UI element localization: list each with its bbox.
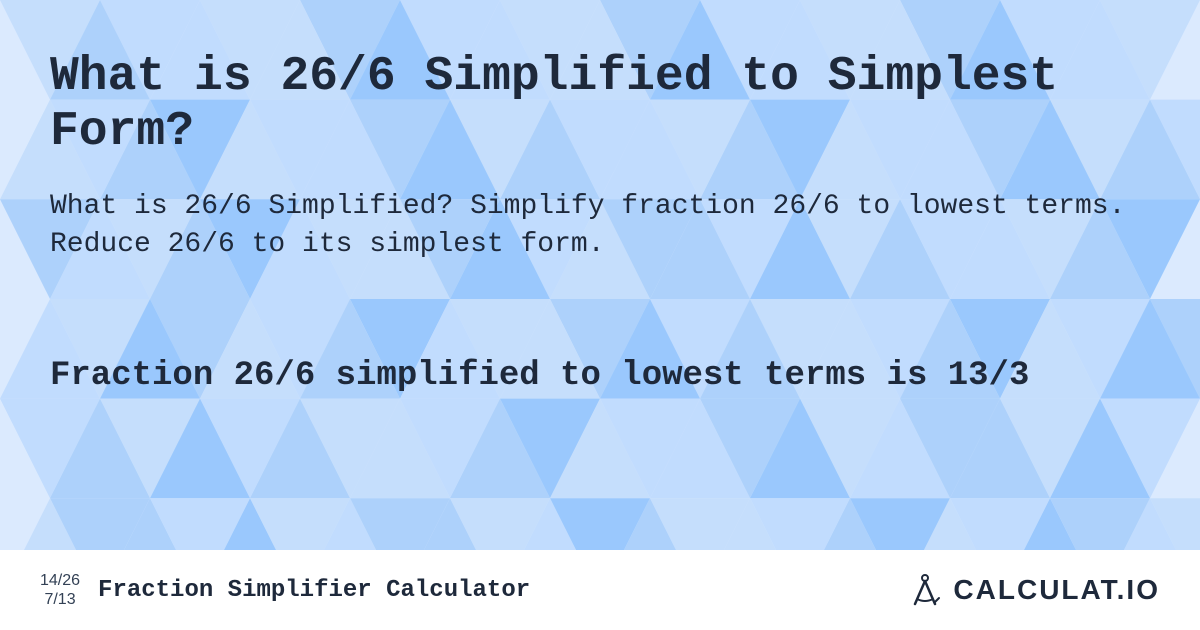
footer-right: CALCULAT.IO (907, 572, 1160, 608)
fraction-icon-bottom: 7/13 (44, 590, 75, 609)
brand-text: CALCULAT.IO (953, 574, 1160, 606)
answer-text: Fraction 26/6 simplified to lowest terms… (50, 354, 1150, 398)
fraction-icon: 14/26 7/13 (40, 571, 80, 609)
compass-icon (907, 572, 943, 608)
page-description: What is 26/6 Simplified? Simplify fracti… (50, 188, 1150, 264)
page-title: What is 26/6 Simplified to Simplest Form… (50, 50, 1150, 160)
calculator-name: Fraction Simplifier Calculator (98, 577, 530, 604)
main-content: What is 26/6 Simplified to Simplest Form… (0, 0, 1200, 630)
fraction-icon-top: 14/26 (40, 571, 80, 590)
footer-left: 14/26 7/13 Fraction Simplifier Calculato… (40, 571, 530, 609)
footer-bar: 14/26 7/13 Fraction Simplifier Calculato… (0, 550, 1200, 630)
